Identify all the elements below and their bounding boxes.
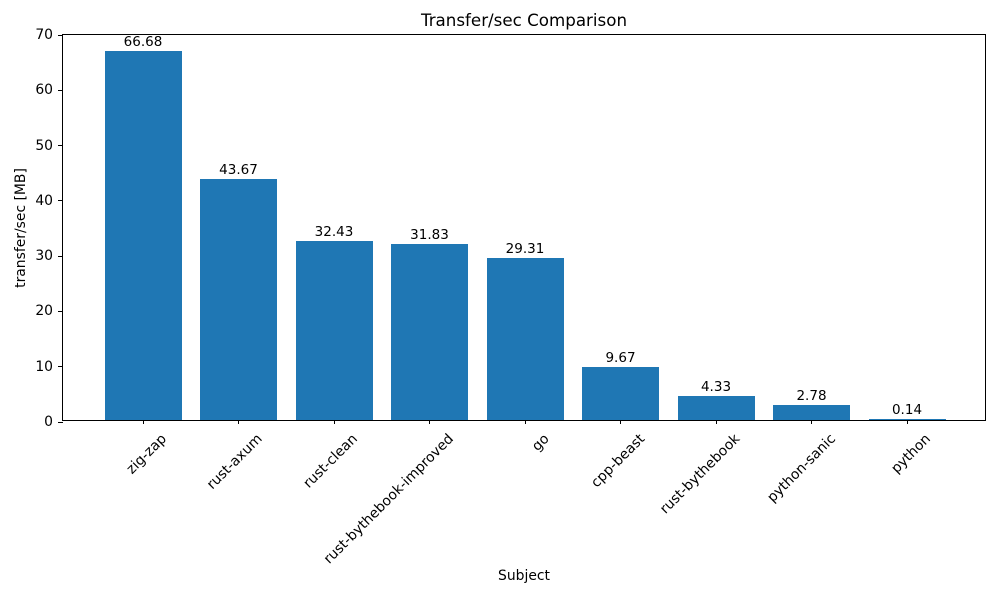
bar-rust-bythebook: [677, 396, 755, 420]
x-tick-label: rust-axum: [204, 431, 266, 493]
bar-rust-bythebook-improved: [391, 244, 468, 420]
bar-value-label: 4.33: [700, 379, 732, 396]
x-tick-mark: [715, 420, 717, 424]
y-tick-mark: [58, 89, 63, 91]
y-tick-mark: [58, 255, 63, 257]
x-tick-mark: [524, 420, 526, 424]
bar-python: [868, 419, 946, 420]
y-tick-label: 50: [35, 137, 53, 154]
x-tick-label: go: [528, 431, 553, 455]
y-tick-label: 20: [35, 303, 53, 320]
y-tick-label: 70: [35, 27, 53, 43]
y-tick-label: 60: [35, 82, 53, 99]
x-tick-mark: [429, 420, 430, 424]
x-tick-label: cpp-beast: [587, 431, 648, 491]
y-tick-mark: [58, 366, 63, 368]
x-tick-mark: [620, 420, 621, 424]
bar-value-label: 9.67: [605, 349, 636, 366]
bar-value-label: 0.14: [891, 402, 923, 418]
x-axis-label: Subject: [498, 568, 550, 584]
bar-value-label: 66.68: [123, 34, 163, 51]
bar-cpp-beast: [582, 366, 659, 420]
y-axis-label: transfer/sec [MB]: [13, 168, 29, 288]
plot-area: 0 10 20 30 40 50 60 70 66.68 zig-zap 43.67 rust-axu…: [35, 27, 986, 567]
x-tick-label: python: [888, 431, 935, 477]
bar-value-label: 31.83: [410, 227, 449, 244]
y-tick-label: 30: [35, 248, 53, 265]
y-tick-mark: [58, 145, 63, 147]
x-tick-label: rust-bythebook: [657, 431, 744, 518]
bar-value-label: 32.43: [314, 223, 354, 240]
x-tick-mark: [333, 420, 335, 424]
y-tick-label: 0: [44, 414, 53, 430]
x-tick-mark: [238, 420, 239, 424]
y-tick-label: 10: [35, 358, 53, 375]
y-tick-mark: [58, 34, 63, 36]
y-tick-mark: [58, 200, 63, 202]
x-tick-label: python-sanic: [764, 431, 839, 506]
x-tick-label: rust-clean: [300, 431, 362, 492]
bar-zig-zap: [104, 51, 182, 420]
x-tick-mark: [811, 420, 812, 424]
x-tick-mark: [142, 420, 144, 424]
x-tick-label: zig-zap: [123, 431, 171, 478]
bar-value-label: 2.78: [796, 387, 827, 404]
bar-value-label: 29.31: [505, 240, 545, 257]
y-tick-label: 40: [35, 192, 53, 209]
bar-rust-clean: [295, 240, 373, 420]
y-tick-mark: [58, 310, 63, 312]
y-tick-mark: [58, 421, 63, 423]
bar-python-sanic: [773, 404, 850, 420]
bar-go: [486, 257, 564, 420]
chart-title: Transfer/sec Comparison: [420, 10, 628, 30]
bar-value-label: 43.67: [219, 161, 258, 178]
x-tick-mark: [906, 420, 908, 424]
bar-rust-axum: [200, 178, 277, 420]
